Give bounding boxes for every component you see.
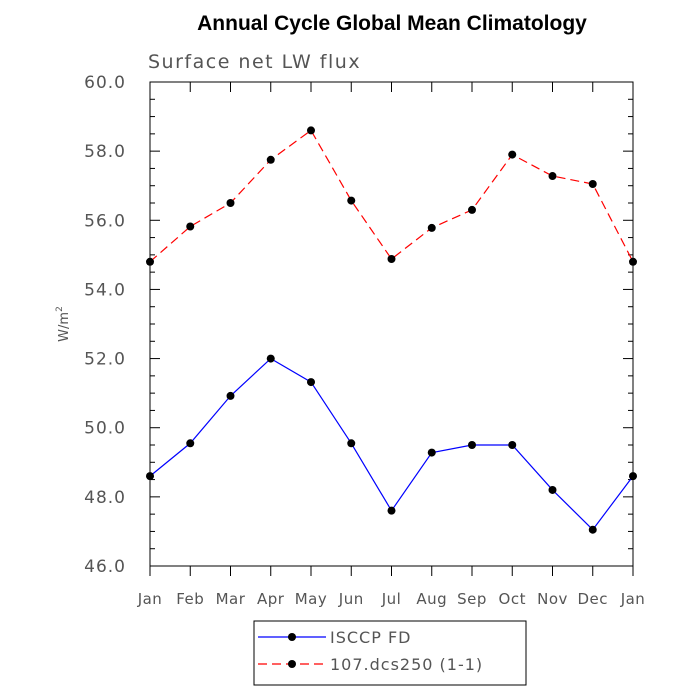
legend-marker-isccp — [288, 633, 296, 641]
x-tick-label: Mar — [216, 590, 246, 608]
y-axis-label-main: W/m — [57, 312, 72, 342]
legend-label-dcs250: 107.dcs250 (1-1) — [330, 655, 483, 674]
data-point-0-5 — [347, 439, 356, 448]
data-point-1-0 — [146, 257, 154, 266]
data-point-1-5 — [347, 196, 356, 205]
data-point-0-8 — [468, 441, 476, 449]
y-tick-label: 56.0 — [84, 211, 126, 231]
x-tick-label: Oct — [499, 590, 526, 608]
x-tick-label: Jun — [338, 590, 364, 608]
data-point-1-8 — [468, 205, 476, 214]
x-tick-label: Feb — [176, 590, 204, 608]
data-point-0-9 — [508, 441, 517, 449]
chart-title: Annual Cycle Global Mean Climatology — [197, 12, 587, 35]
data-point-1-12 — [629, 257, 637, 266]
x-tick-label: Apr — [257, 590, 285, 608]
data-point-0-0 — [146, 472, 154, 481]
x-tick-label: Jan — [620, 590, 646, 608]
y-tick-label: 48.0 — [84, 488, 126, 508]
data-point-0-10 — [548, 485, 557, 494]
data-point-1-11 — [588, 179, 597, 188]
legend: ISCCP FD 107.dcs250 (1-1) — [253, 620, 527, 686]
data-point-1-7 — [427, 223, 436, 232]
x-tick-label: Jan — [137, 590, 163, 608]
data-point-0-2 — [226, 391, 235, 400]
series-line-1 — [149, 129, 634, 263]
data-point-0-6 — [387, 506, 396, 515]
legend-marker-dcs250 — [288, 660, 296, 668]
data-point-1-10 — [548, 172, 557, 181]
data-point-1-6 — [387, 255, 396, 264]
data-point-1-3 — [266, 155, 275, 164]
data-point-1-4 — [307, 126, 315, 135]
x-tick-label: Jul — [381, 590, 402, 608]
y-tick-label: 54.0 — [84, 280, 126, 300]
x-tick-label: Nov — [537, 590, 568, 608]
data-point-0-4 — [307, 378, 315, 387]
y-axis: 46.0 48.0 50.0 52.0 54.0 56.0 58.0 60.0 — [84, 73, 633, 577]
y-tick-label: 60.0 — [84, 73, 126, 93]
data-point-1-9 — [508, 150, 517, 159]
chart-subtitle: Surface net LW flux — [148, 51, 361, 73]
data-point-0-7 — [427, 448, 436, 457]
y-axis-label: W/m2 — [55, 306, 72, 342]
data-point-0-11 — [588, 525, 597, 534]
x-axis: Jan Feb Mar Apr May Jun Jul Aug Sep Oct Nov Dec Jan — [137, 82, 646, 608]
y-tick-label: 52.0 — [84, 350, 126, 370]
legend-box — [253, 620, 527, 686]
y-tick-label: 58.0 — [84, 142, 126, 162]
data-point-1-1 — [186, 222, 195, 231]
data-point-0-12 — [629, 472, 637, 481]
y-axis-label-exponent: 2 — [55, 306, 65, 312]
data-point-0-3 — [266, 354, 275, 363]
x-tick-label: May — [295, 590, 328, 608]
x-tick-label: Aug — [416, 590, 447, 608]
series-line-0 — [149, 357, 634, 531]
x-tick-label: Dec — [577, 590, 608, 608]
x-tick-label: Sep — [457, 590, 487, 608]
series-layer — [146, 126, 637, 534]
y-tick-label: 50.0 — [84, 419, 126, 439]
legend-label-isccp: ISCCP FD — [330, 628, 411, 647]
data-point-0-1 — [186, 439, 195, 448]
data-point-1-2 — [226, 199, 235, 207]
y-tick-label: 46.0 — [84, 557, 126, 577]
plot-frame — [149, 81, 634, 567]
